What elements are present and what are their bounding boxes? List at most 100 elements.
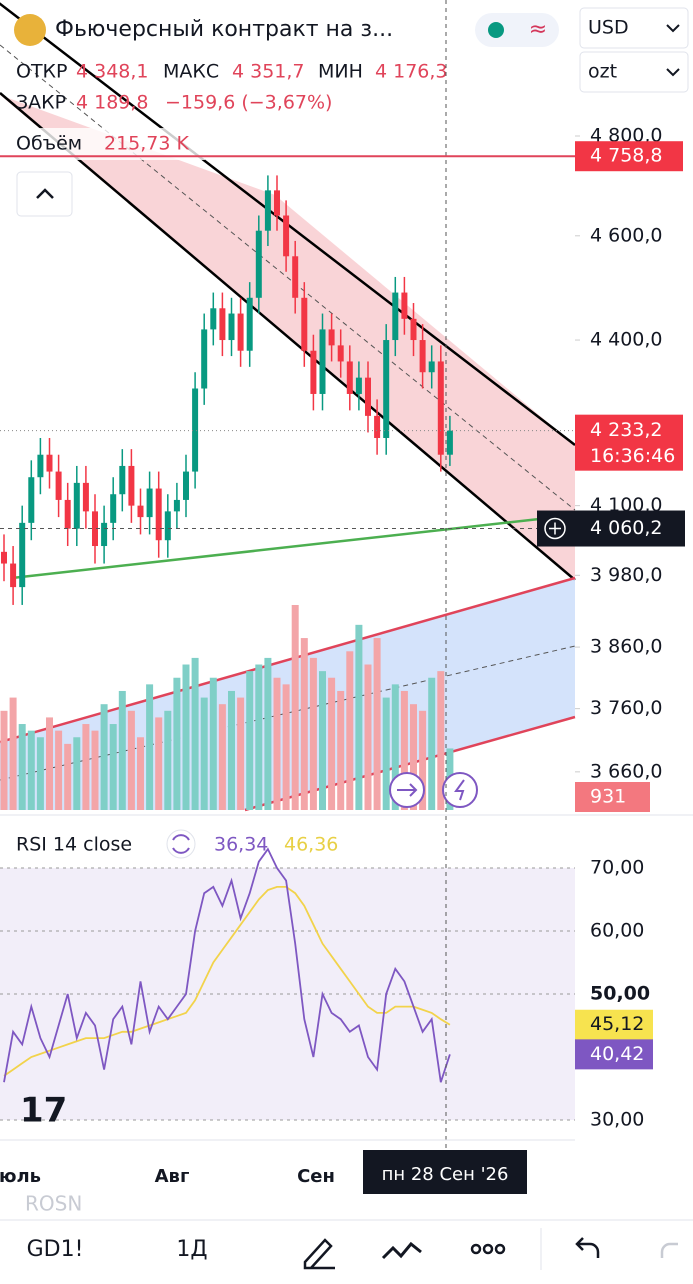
candle-body (210, 308, 217, 330)
volume-bar (182, 664, 190, 810)
candle-body (355, 377, 362, 394)
symbol-button[interactable]: GD1! (27, 1237, 84, 1262)
collapse-button[interactable] (16, 171, 73, 217)
candle-body (137, 505, 144, 518)
cursor-price-badge (537, 510, 685, 547)
volume-bar (82, 724, 90, 810)
volume-last: 931 (590, 786, 626, 808)
ma-last-badge (575, 1009, 653, 1040)
candle-body (410, 318, 417, 341)
candle-body (228, 313, 235, 341)
alert-label: 4 758,8 (590, 145, 663, 167)
icon (454, 779, 465, 801)
candle-body (183, 471, 189, 500)
y-tick-label: 60,00 (590, 920, 644, 942)
x-tick-label: Авг (155, 1166, 190, 1187)
channel-bottom (0, 92, 576, 581)
interval-button[interactable]: 1Д (176, 1237, 207, 1262)
volume-bar (273, 677, 281, 810)
y-tick-label: 3 860,0 (590, 636, 663, 658)
ma-cursor-value: 46,36 (284, 834, 338, 856)
volume-bar (91, 730, 99, 810)
volume-bar (9, 697, 17, 810)
candle-body (219, 308, 226, 341)
candle-body (383, 340, 390, 438)
candle-body (19, 522, 26, 588)
volume-bar (55, 730, 63, 810)
y-tick-label: 4 800,0 (590, 125, 663, 147)
cursor-date: пн 28 Сен '26 (382, 1164, 509, 1185)
y-tick-label: 4 400,0 (590, 329, 663, 351)
indicators-tool[interactable] (381, 1241, 422, 1260)
currency-select[interactable] (579, 7, 689, 49)
candle-body (237, 313, 244, 351)
candle-body (283, 215, 290, 257)
volume-bar (410, 704, 417, 810)
ohlc-label: ОТКР (16, 61, 68, 83)
ohlc-value: 4 348,1 (76, 61, 149, 83)
volume-bar (364, 664, 372, 810)
volume-bar (36, 737, 44, 810)
ma-last-label: 45,12 (590, 1013, 644, 1035)
candle-body (101, 522, 108, 547)
volume-bar (27, 730, 35, 810)
status-pill[interactable] (475, 13, 559, 47)
candle-body (1, 551, 7, 564)
volume-bar (355, 624, 363, 810)
candle-body (92, 511, 98, 547)
candle-body (255, 230, 262, 298)
more-button[interactable] (470, 1243, 506, 1255)
candle-body (155, 488, 162, 541)
volume-bar (73, 737, 81, 810)
rsi-last-label: 40,42 (590, 1043, 644, 1065)
volume-bar (218, 704, 226, 810)
unit-select[interactable] (579, 51, 689, 93)
volume-bar (300, 638, 308, 810)
y-tick-label: 3 980,0 (590, 564, 663, 586)
volume-bar (164, 710, 172, 810)
y-tick-label: 3 660,0 (590, 760, 663, 782)
volume-bar (109, 724, 117, 810)
y-tick-label: 30,00 (590, 1109, 644, 1131)
redo-button[interactable] (660, 1242, 678, 1258)
volume-bar (282, 684, 290, 810)
volume-bar (100, 704, 108, 810)
volume-bar (309, 657, 317, 810)
faded-symbol: ROSN (25, 1192, 82, 1216)
volume-bar (18, 724, 26, 810)
y-tick-label: 50,00 (590, 983, 650, 1005)
volume-legend-bg (8, 128, 205, 160)
channel-mid (0, 44, 576, 511)
rsi-line (3, 847, 451, 1083)
candle-body (419, 340, 426, 373)
candle-body (246, 297, 253, 351)
candle-body (392, 292, 399, 341)
y-tick-label: 70,00 (590, 857, 644, 879)
candle-body (73, 482, 80, 529)
x-tick-label: Сен (297, 1166, 335, 1187)
unit: ozt (588, 61, 617, 83)
logo (14, 14, 46, 46)
tv-logo: 17 (20, 1091, 67, 1131)
undo-button[interactable] (575, 1237, 600, 1258)
candle-body (164, 511, 171, 541)
trend-line (11, 513, 576, 580)
title: Фьючерсный контракт на з... (55, 17, 393, 42)
rsi-cursor-value: 36,34 (214, 834, 268, 856)
add-alert-plus (549, 522, 561, 535)
volume-bar (209, 677, 217, 810)
candle-body (110, 494, 117, 523)
draw-tool[interactable] (303, 1238, 335, 1270)
ohlc-label: МИН (318, 61, 363, 83)
chevron-up (36, 188, 54, 199)
rsi-title: RSI 14 close (16, 834, 132, 856)
last-price-badge (575, 414, 683, 471)
candle-body (301, 297, 308, 351)
volume-value: 215,73 K (104, 133, 190, 155)
volume-bar (437, 671, 445, 810)
candle-body (128, 465, 135, 506)
icon (172, 834, 190, 854)
y-tick-label: 4 600,0 (590, 224, 663, 246)
volume-bar (237, 697, 245, 810)
